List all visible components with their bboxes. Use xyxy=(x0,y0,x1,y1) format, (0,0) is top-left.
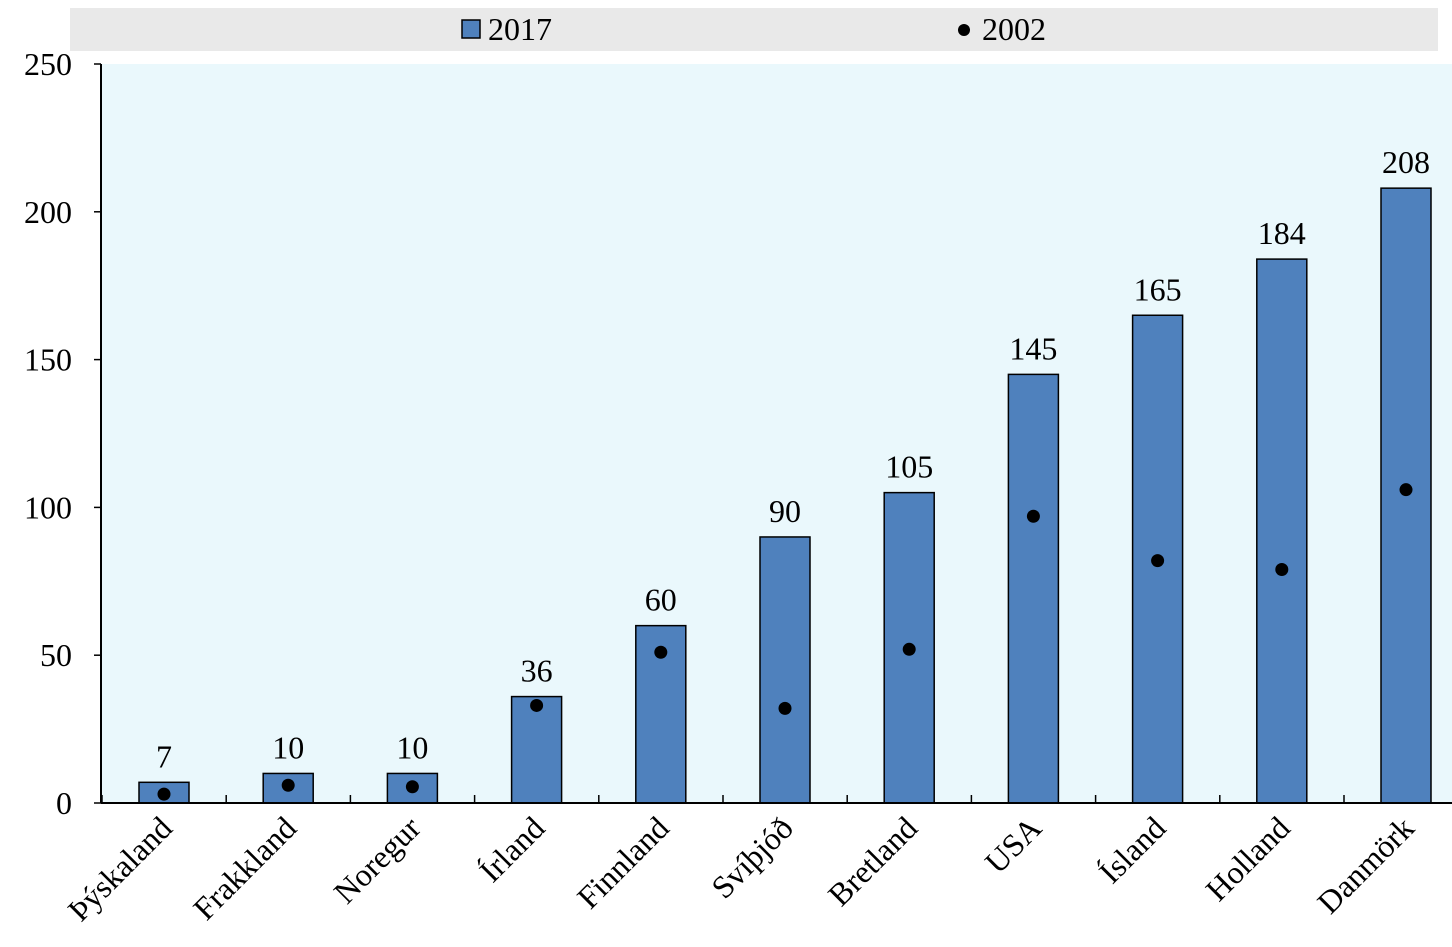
y-tick-label: 0 xyxy=(56,785,72,821)
data-label: 208 xyxy=(1382,144,1430,180)
marker-2002 xyxy=(157,787,171,801)
y-tick-label: 100 xyxy=(24,489,72,525)
data-label: 184 xyxy=(1258,215,1306,251)
y-tick-label: 150 xyxy=(24,342,72,378)
legend-label-2017: 2017 xyxy=(488,11,552,47)
bar-2017 xyxy=(1007,373,1060,804)
x-tick-label: Finnland xyxy=(570,809,676,915)
bar-2017 xyxy=(510,695,563,804)
x-tick-label: Holland xyxy=(1198,809,1296,907)
data-label: 105 xyxy=(885,449,933,485)
y-tick-label: 50 xyxy=(40,637,72,673)
y-axis-ticks xyxy=(94,63,101,804)
marker-2002 xyxy=(778,701,792,715)
x-axis-ticks xyxy=(101,795,1345,803)
data-label: 7 xyxy=(156,738,172,774)
marker-2002 xyxy=(1399,483,1413,497)
x-tick-label: USA xyxy=(978,809,1049,880)
data-label: 10 xyxy=(272,729,304,765)
legend-swatch-2017 xyxy=(461,19,481,39)
x-tick-label: Frakkland xyxy=(186,809,303,926)
y-tick-label: 250 xyxy=(24,46,72,82)
data-label: 60 xyxy=(645,582,677,618)
series-2017-bars xyxy=(138,187,1432,804)
bar-2017 xyxy=(1256,258,1308,804)
marker-2002 xyxy=(405,780,419,794)
legend: 2017 2002 xyxy=(70,8,1438,51)
x-tick-label: Þýskaland xyxy=(60,809,178,927)
legend-marker-2002 xyxy=(958,24,970,36)
x-tick-label: Írland xyxy=(472,809,551,888)
marker-2002 xyxy=(281,778,295,792)
marker-2002 xyxy=(654,645,668,659)
legend-label-2002: 2002 xyxy=(982,11,1046,47)
marker-2002 xyxy=(1275,562,1289,576)
y-axis-tick-labels: 0 50 100 150 200 250 xyxy=(24,46,72,821)
data-labels: 7 10 10 36 60 90 105 145 165 184 208 xyxy=(156,144,1430,774)
data-label: 165 xyxy=(1134,271,1182,307)
x-axis-tick-labels: Þýskaland Frakkland Noregur Írland Finnl… xyxy=(60,809,1420,928)
data-label: 90 xyxy=(769,493,801,529)
marker-2002 xyxy=(530,698,544,712)
data-label: 36 xyxy=(521,653,553,689)
marker-2002 xyxy=(1026,509,1040,523)
x-tick-label: Danmörk xyxy=(1310,809,1421,920)
marker-2002 xyxy=(1151,554,1165,568)
x-tick-label: Svíþjóð xyxy=(704,809,800,905)
data-label: 145 xyxy=(1009,330,1057,366)
marker-2002 xyxy=(902,642,916,656)
bar-2017 xyxy=(759,536,811,804)
series-2002-markers xyxy=(157,483,1413,801)
x-tick-label: Noregur xyxy=(326,809,427,910)
x-tick-label: Bretland xyxy=(821,809,924,912)
legend-background xyxy=(70,8,1438,51)
y-tick-label: 200 xyxy=(24,194,72,230)
x-tick-label: Ísland xyxy=(1092,809,1173,890)
data-label: 10 xyxy=(396,729,428,765)
